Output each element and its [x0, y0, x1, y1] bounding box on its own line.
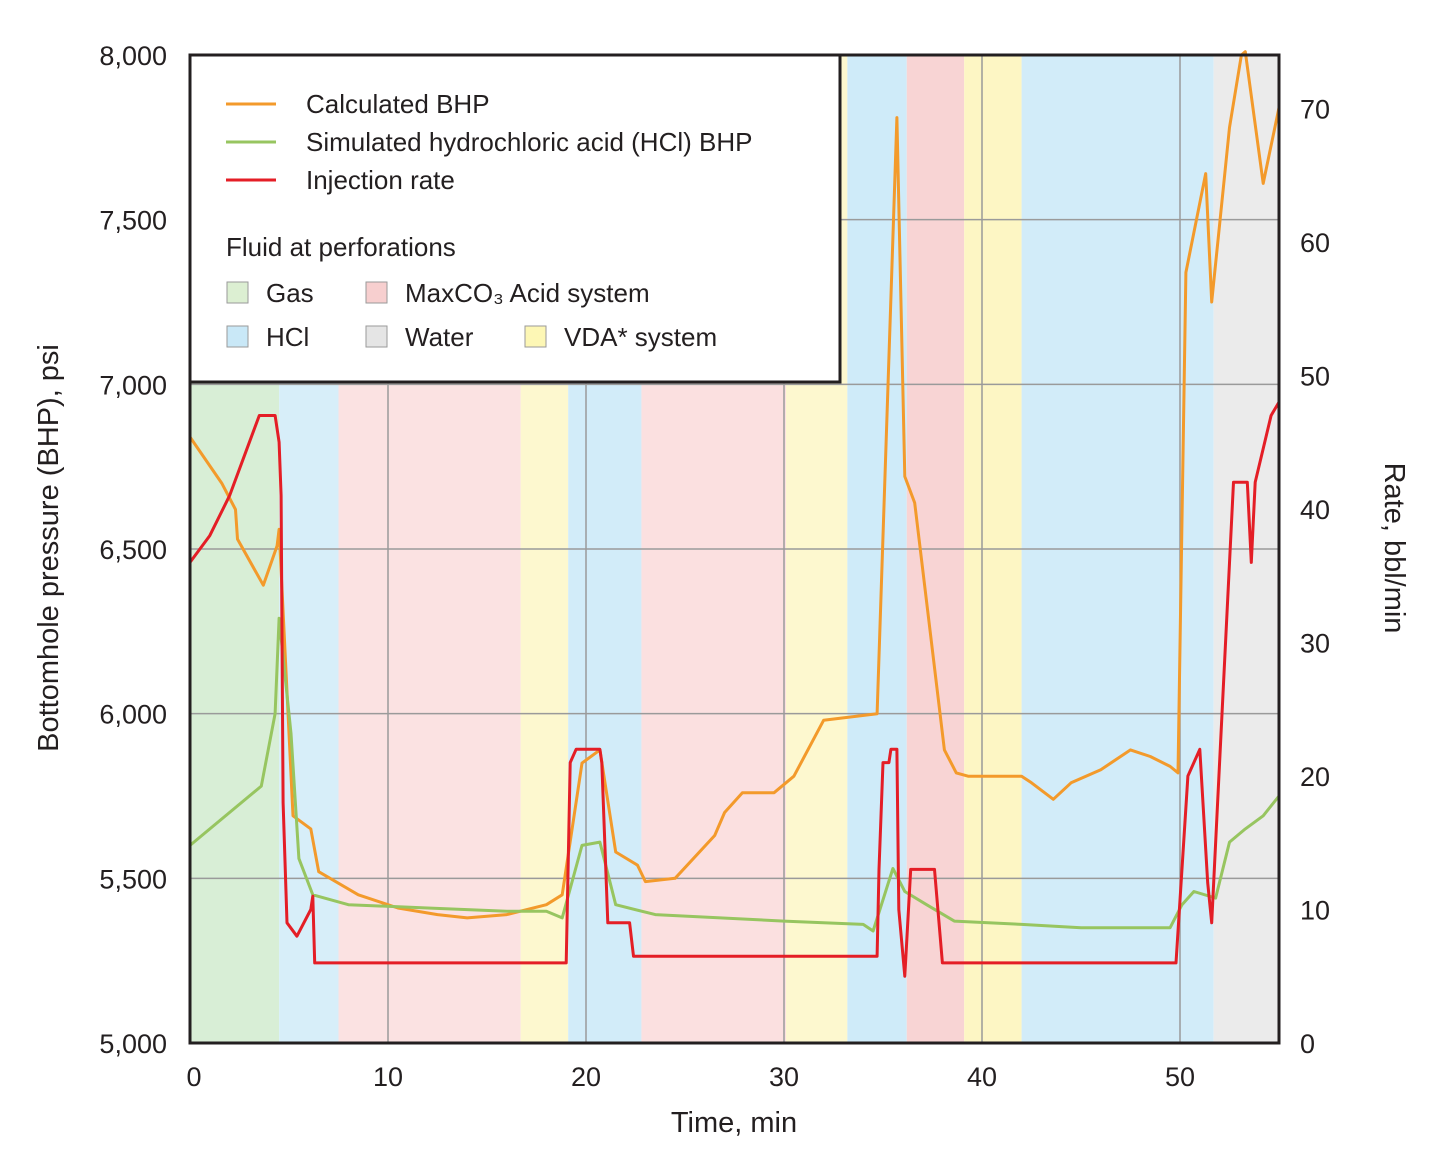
- y-right-tick-label: 50: [1300, 361, 1330, 391]
- y-right-tick-label: 0: [1300, 1029, 1315, 1059]
- x-axis-label: Time, min: [671, 1107, 797, 1139]
- legend-label-vda: VDA* system: [564, 322, 717, 352]
- y-right-tick-label: 20: [1300, 762, 1330, 792]
- y-right-tick-label: 70: [1300, 94, 1330, 124]
- legend-swatch-vda: [524, 325, 547, 348]
- legend-label-hcl: HCl: [266, 322, 309, 352]
- series-line-calculated-bhp: [188, 50, 1281, 920]
- y-left-tick-label: 7,500: [99, 206, 167, 236]
- y-right-tick-label: 40: [1300, 495, 1330, 525]
- y-left-tick-label: 6,000: [99, 700, 167, 730]
- x-tick-label: 30: [769, 1062, 799, 1092]
- legend-label-water: Water: [405, 322, 474, 352]
- series-line-simulated-hydrochloric-acid-hcl-bhp: [189, 616, 1281, 933]
- legend-box: [188, 53, 842, 384]
- legend-label-injection-rate: Injection rate: [306, 165, 455, 195]
- y-right-tick-label: 60: [1300, 228, 1330, 258]
- legend-swatch-hcl: [226, 325, 249, 348]
- y-left-tick-label: 7,000: [99, 370, 167, 400]
- legend-label-gas: Gas: [266, 278, 314, 308]
- y-left-tick-label: 5,000: [99, 1029, 167, 1059]
- tick-labels: 0 10 20 30 40 50 5,000 5,500 6,000 6,500 7,000 7,50…: [99, 41, 1330, 1092]
- legend-swatch-maxco3: [365, 281, 388, 304]
- x-tick-label: 0: [186, 1062, 201, 1092]
- legend: Calculated BHP Simulated hydrochloric ac…: [188, 53, 842, 384]
- x-tick-label: 20: [571, 1062, 601, 1092]
- legend-label-calculated-bhp: Calculated BHP: [306, 89, 490, 119]
- legend-label-maxco3: MaxCO₃ Acid system: [405, 278, 650, 308]
- legend-swatch-water: [365, 325, 388, 348]
- x-tick-label: 10: [373, 1062, 403, 1092]
- legend-swatch-gas: [226, 281, 249, 304]
- y-left-tick-label: 5,500: [99, 864, 167, 894]
- y-right-tick-label: 10: [1300, 895, 1330, 925]
- y-left-tick-label: 6,500: [99, 535, 167, 565]
- data-lines: [188, 50, 1281, 978]
- y-right-axis-label: Rate, bbl/min: [1378, 463, 1410, 634]
- y-left-axis-label: Bottomhole pressure (BHP), psi: [33, 344, 65, 752]
- x-tick-label: 40: [967, 1062, 997, 1092]
- legend-fluid-title: Fluid at perforations: [226, 232, 456, 262]
- y-right-tick-label: 30: [1300, 628, 1330, 658]
- y-left-tick-label: 8,000: [99, 41, 167, 71]
- x-tick-label: 50: [1165, 1062, 1195, 1092]
- series-line-injection-rate: [188, 401, 1281, 978]
- legend-label-simulated-hcl-bhp: Simulated hydrochloric acid (HCl) BHP: [306, 127, 752, 157]
